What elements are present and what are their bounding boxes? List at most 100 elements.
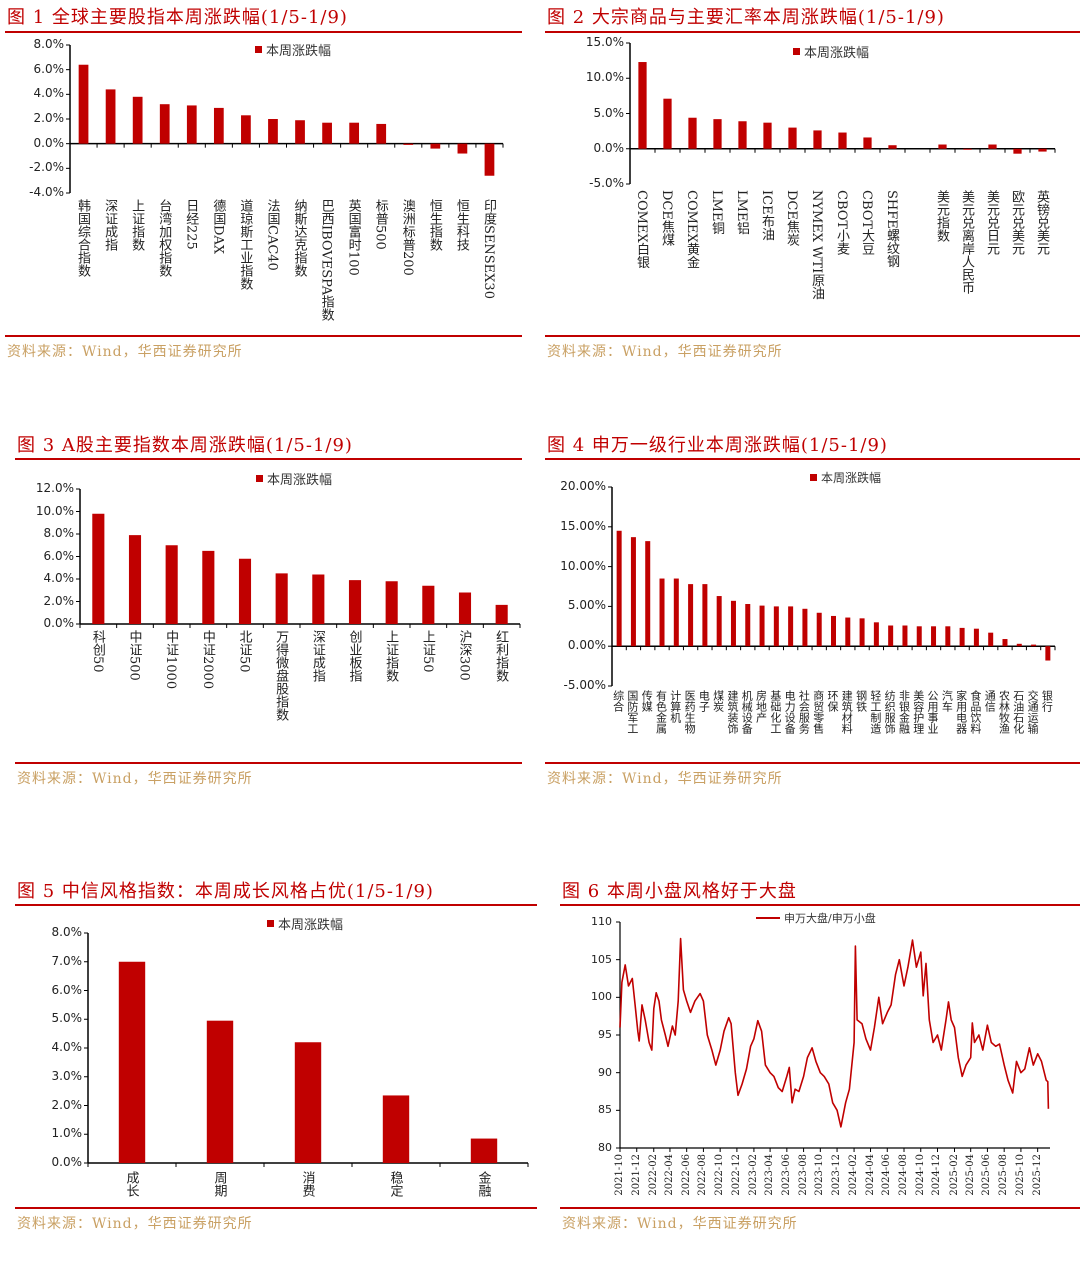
source-rule xyxy=(15,1207,537,1209)
category-label: 巴西IBOVESPA指数 xyxy=(318,199,334,322)
category-label: 沪深300 xyxy=(456,630,472,681)
figure-2-commodities-fx: 图 2 大宗商品与主要汇率本周涨跌幅(1/5-1/9) 本周涨跌幅 资料来源：W… xyxy=(545,0,1080,365)
legend-swatch xyxy=(255,46,262,53)
bar xyxy=(213,107,224,144)
bar xyxy=(816,612,822,647)
legend-label: 本周涨跌幅 xyxy=(821,471,882,485)
x-tick-label: 2023-04 xyxy=(764,1154,776,1196)
x-tick-label: 2024-04 xyxy=(864,1154,876,1196)
bar xyxy=(788,606,794,647)
x-tick-label: 2022-06 xyxy=(680,1154,692,1196)
y-tick-label: 105 xyxy=(591,952,612,966)
legend-swatch xyxy=(810,474,817,481)
source-note: 资料来源：Wind，华西证券研究所 xyxy=(7,344,243,360)
chart-plot xyxy=(66,44,504,194)
bar xyxy=(702,584,708,647)
y-tick-label: 4.0% xyxy=(33,86,65,101)
y-tick-label: -5.00% xyxy=(563,678,606,692)
category-label: 有色金属 xyxy=(654,690,668,734)
bar xyxy=(859,618,865,647)
source-rule xyxy=(560,1207,1080,1209)
bar xyxy=(165,545,178,624)
bar xyxy=(888,145,897,149)
bar xyxy=(763,122,772,149)
bar xyxy=(659,578,665,647)
category-label: 建筑材料 xyxy=(840,690,854,734)
x-tick-label: 2024-12 xyxy=(931,1154,943,1196)
category-label: 成长 xyxy=(123,1171,139,1197)
legend: 本周涨跌幅 xyxy=(256,469,332,488)
bar xyxy=(1031,644,1037,647)
y-tick-label: 8.0% xyxy=(51,925,83,939)
legend: 本周涨跌幅 xyxy=(810,469,881,486)
x-tick-label: 2022-12 xyxy=(730,1154,742,1196)
category-label: 标普500 xyxy=(372,199,388,250)
bar xyxy=(159,104,170,144)
y-tick-label: -2.0% xyxy=(29,160,64,175)
category-label: 深证成指 xyxy=(102,199,118,251)
category-label: 计算机 xyxy=(668,690,682,723)
bar xyxy=(873,622,879,647)
title-rule xyxy=(5,31,522,33)
legend: 本周涨跌幅 xyxy=(267,914,343,933)
bar xyxy=(630,537,636,647)
category-label: 煤炭 xyxy=(711,690,725,712)
x-tick-label: 2021-10 xyxy=(614,1154,625,1196)
category-label: 建筑装饰 xyxy=(725,690,739,734)
chart-plot xyxy=(84,932,529,1167)
bar xyxy=(312,574,325,624)
bar xyxy=(738,121,747,149)
bar xyxy=(638,62,647,149)
bar xyxy=(349,122,360,144)
bar xyxy=(902,625,908,647)
bar xyxy=(663,98,672,149)
category-label: 上证指数 xyxy=(129,199,145,251)
category-label: 红利指数 xyxy=(493,630,509,682)
category-label: LME铝 xyxy=(734,190,749,235)
bar xyxy=(730,600,736,647)
bar xyxy=(745,604,751,647)
legend: 本周涨跌幅 xyxy=(793,42,869,61)
title-rule xyxy=(560,904,1080,906)
category-label: 创业板指 xyxy=(346,630,362,682)
chart-plot xyxy=(608,486,1056,687)
y-tick-label: 85 xyxy=(598,1103,612,1117)
x-tick-label: 2024-08 xyxy=(898,1154,909,1196)
legend-label: 申万大盘/申万小盘 xyxy=(784,912,876,925)
figure-title: 图 5 中信风格指数：本周成长风格占优(1/5-1/9) xyxy=(17,881,434,902)
y-tick-label: 0.0% xyxy=(33,135,65,150)
legend: 申万大盘/申万小盘 xyxy=(756,910,876,926)
source-rule xyxy=(15,762,522,764)
category-label: 印度SENSEX30 xyxy=(480,199,496,299)
category-label: 社会服务 xyxy=(797,690,811,734)
source-rule xyxy=(545,762,1080,764)
figure-4-sw-industries: 图 4 申万一级行业本周涨跌幅(1/5-1/9) 本周涨跌幅 资料来源：Wind… xyxy=(545,428,1080,790)
category-label: 非银金融 xyxy=(897,690,911,734)
bar xyxy=(688,584,694,647)
y-tick-label: 6.0% xyxy=(43,548,75,563)
category-label: 中证1000 xyxy=(163,630,179,690)
x-tick-label: 2023-02 xyxy=(747,1154,759,1196)
bar xyxy=(382,1095,410,1163)
category-label: 德国DAX xyxy=(210,199,226,255)
bar xyxy=(673,578,679,647)
category-label: ICE布油 xyxy=(759,190,774,241)
bar xyxy=(186,105,197,144)
y-tick-label: 2.0% xyxy=(43,593,75,608)
x-tick-label: 2023-10 xyxy=(814,1154,826,1196)
bar xyxy=(105,89,116,144)
legend-label: 本周涨跌幅 xyxy=(278,918,344,933)
bar xyxy=(132,96,143,144)
category-label: 石油石化 xyxy=(1011,690,1025,734)
category-label: 英镑兑美元 xyxy=(1034,190,1049,255)
bar xyxy=(376,123,387,144)
category-label: 科创50 xyxy=(89,630,105,673)
y-tick-label: 20.00% xyxy=(560,479,606,493)
source-rule xyxy=(5,335,522,337)
bar xyxy=(688,117,697,149)
category-label: 法国CAC40 xyxy=(264,199,280,271)
series-line xyxy=(619,937,1050,1128)
category-label: 环保 xyxy=(826,690,839,712)
category-label: 电力设备 xyxy=(783,690,797,734)
category-label: 道琼斯工业指数 xyxy=(237,199,253,290)
